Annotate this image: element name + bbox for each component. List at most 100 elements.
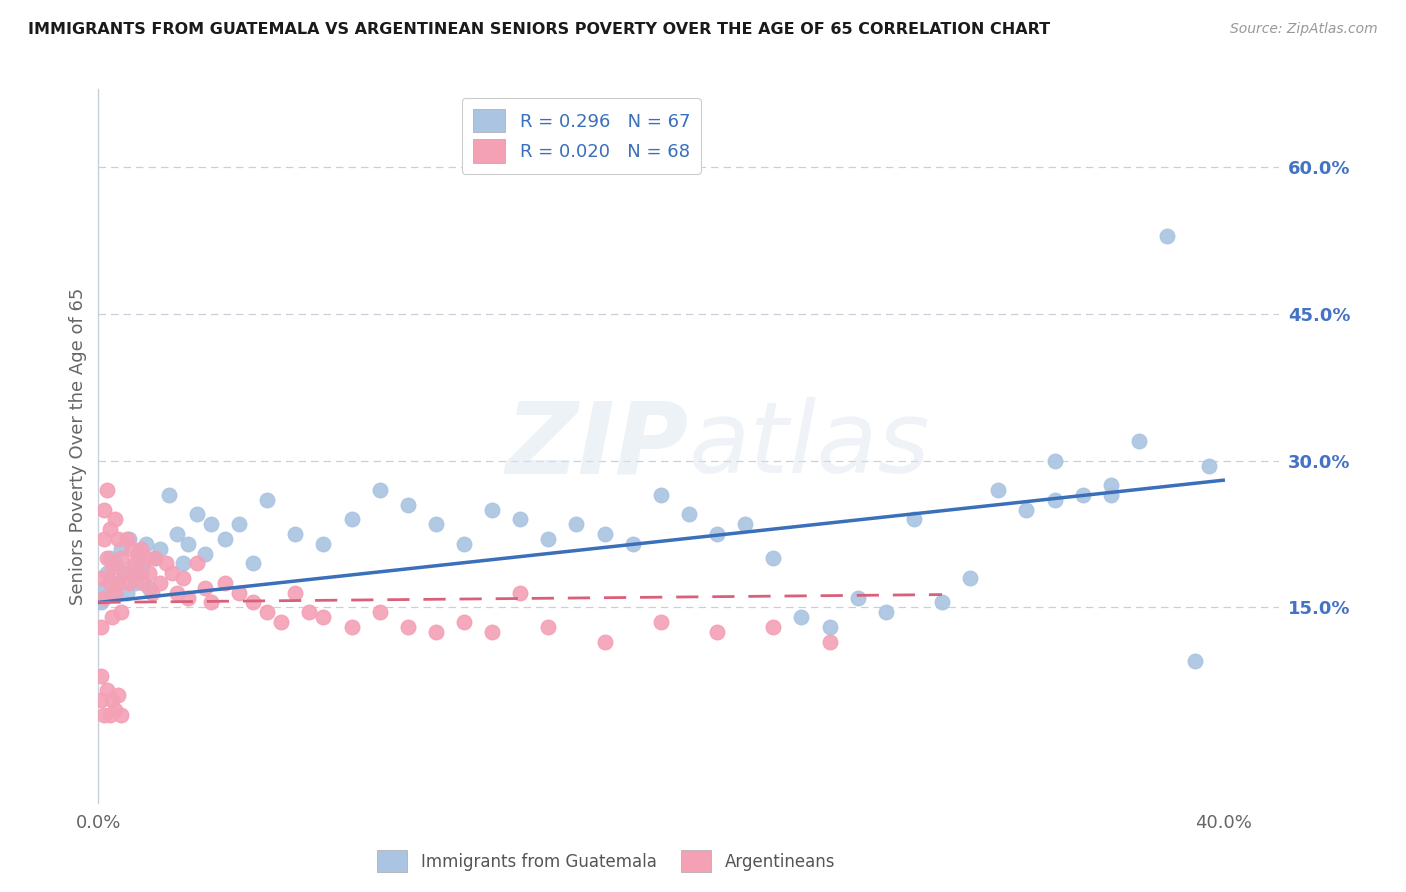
Point <box>96 483 118 497</box>
Point <box>186 508 208 522</box>
Point <box>149 541 172 556</box>
Point <box>565 517 588 532</box>
Point <box>396 498 419 512</box>
Point <box>194 547 217 561</box>
Point <box>298 605 321 619</box>
Point <box>135 537 157 551</box>
Point <box>172 571 194 585</box>
Point <box>650 615 672 629</box>
Point <box>90 693 112 707</box>
Point <box>124 557 146 571</box>
Point <box>177 537 200 551</box>
Text: atlas: atlas <box>689 398 931 494</box>
Point <box>959 571 981 585</box>
Point <box>987 483 1010 497</box>
Point <box>141 585 163 599</box>
Point <box>509 512 531 526</box>
Point <box>115 532 138 546</box>
Point <box>340 620 363 634</box>
Point <box>149 575 172 590</box>
Point <box>112 566 135 580</box>
Point <box>98 522 121 536</box>
Point <box>124 575 146 590</box>
Point <box>481 502 503 516</box>
Point <box>818 620 841 634</box>
Point <box>90 595 112 609</box>
Point <box>98 551 121 566</box>
Point <box>1043 453 1066 467</box>
Point <box>166 527 188 541</box>
Point <box>101 585 124 599</box>
Point <box>96 551 118 566</box>
Point <box>875 605 897 619</box>
Point <box>270 615 292 629</box>
Point <box>107 575 129 590</box>
Y-axis label: Seniors Poverty Over the Age of 65: Seniors Poverty Over the Age of 65 <box>69 287 87 605</box>
Point <box>90 620 112 634</box>
Point <box>1198 458 1220 473</box>
Point <box>157 488 180 502</box>
Point <box>200 517 222 532</box>
Point <box>93 502 115 516</box>
Point <box>104 557 127 571</box>
Point <box>903 512 925 526</box>
Point <box>1099 478 1122 492</box>
Point <box>104 703 127 717</box>
Text: Source: ZipAtlas.com: Source: ZipAtlas.com <box>1230 22 1378 37</box>
Point <box>425 624 447 639</box>
Point <box>453 537 475 551</box>
Point <box>284 585 307 599</box>
Point <box>121 541 143 556</box>
Point <box>242 557 264 571</box>
Point <box>101 561 124 575</box>
Point <box>135 551 157 566</box>
Point <box>650 488 672 502</box>
Point <box>706 624 728 639</box>
Point <box>734 517 756 532</box>
Point <box>129 541 152 556</box>
Point <box>931 595 953 609</box>
Point <box>790 610 813 624</box>
Point <box>121 561 143 575</box>
Legend: Immigrants from Guatemala, Argentineans: Immigrants from Guatemala, Argentineans <box>368 842 844 880</box>
Point <box>118 575 141 590</box>
Point <box>110 605 132 619</box>
Point <box>396 620 419 634</box>
Point <box>138 566 160 580</box>
Point <box>93 532 115 546</box>
Point <box>112 566 135 580</box>
Point <box>762 620 785 634</box>
Point <box>186 557 208 571</box>
Point <box>762 551 785 566</box>
Point <box>143 551 166 566</box>
Point <box>340 512 363 526</box>
Point <box>96 683 118 698</box>
Point <box>256 492 278 507</box>
Point <box>93 591 115 605</box>
Point <box>98 707 121 722</box>
Point <box>818 634 841 648</box>
Point <box>107 575 129 590</box>
Point <box>706 527 728 541</box>
Point <box>107 532 129 546</box>
Point <box>1099 488 1122 502</box>
Point <box>242 595 264 609</box>
Point <box>200 595 222 609</box>
Point <box>93 581 115 595</box>
Point <box>846 591 869 605</box>
Point <box>90 669 112 683</box>
Point <box>368 605 391 619</box>
Point <box>101 693 124 707</box>
Point <box>256 605 278 619</box>
Point <box>96 566 118 580</box>
Point <box>101 610 124 624</box>
Point <box>132 575 155 590</box>
Point <box>155 557 177 571</box>
Point <box>104 512 127 526</box>
Point <box>107 688 129 702</box>
Point <box>127 547 149 561</box>
Point <box>98 575 121 590</box>
Point <box>481 624 503 639</box>
Point <box>593 527 616 541</box>
Point <box>425 517 447 532</box>
